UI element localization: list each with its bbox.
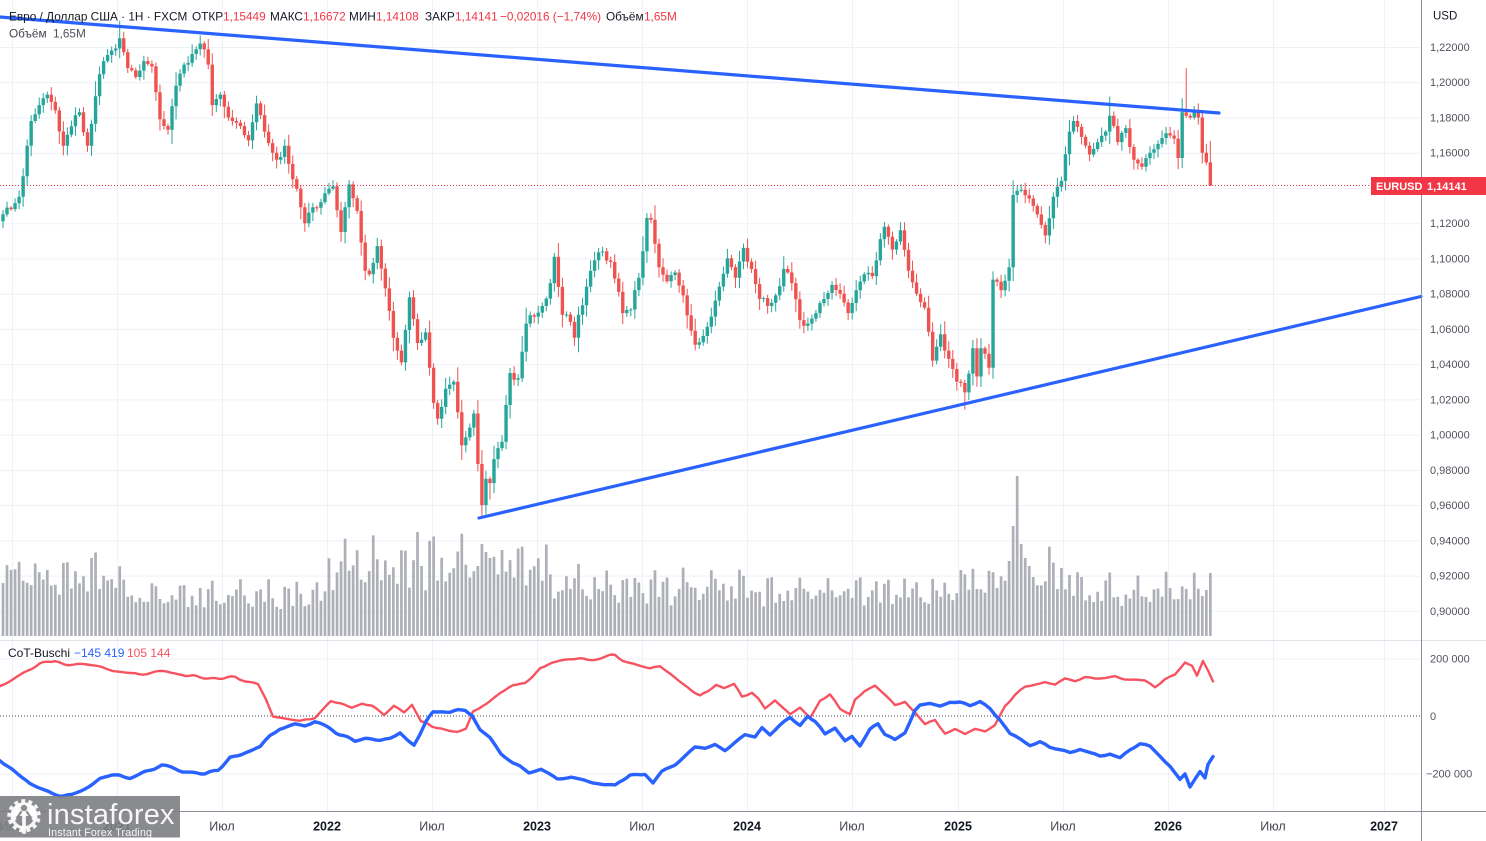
svg-text:1,14141: 1,14141 — [1427, 181, 1467, 193]
svg-text:2023: 2023 — [523, 820, 551, 834]
svg-text:1,22000: 1,22000 — [1430, 42, 1470, 54]
svg-text:USD: USD — [1433, 11, 1457, 23]
svg-text:1,00000: 1,00000 — [1430, 430, 1470, 442]
svg-text:0,98000: 0,98000 — [1430, 465, 1470, 477]
svg-text:CoT-Buschi: CoT-Buschi — [8, 646, 70, 660]
svg-text:1,02000: 1,02000 — [1430, 394, 1470, 406]
svg-text:EURUSD: EURUSD — [1376, 181, 1423, 193]
svg-text:200 000: 200 000 — [1430, 654, 1470, 666]
svg-text:1,65М: 1,65М — [644, 10, 677, 24]
svg-text:Instant Forex Trading: Instant Forex Trading — [48, 827, 152, 839]
svg-text:105 144: 105 144 — [127, 646, 171, 660]
svg-text:Июл: Июл — [209, 820, 234, 834]
svg-text:1,10000: 1,10000 — [1430, 253, 1470, 265]
svg-text:1,16000: 1,16000 — [1430, 148, 1470, 160]
svg-text:Июл: Июл — [1260, 820, 1285, 834]
svg-text:2027: 2027 — [1370, 820, 1398, 834]
svg-text:2026: 2026 — [1154, 820, 1182, 834]
svg-text:Июл: Июл — [629, 820, 654, 834]
svg-text:Июл: Июл — [1050, 820, 1075, 834]
svg-text:1,14108: 1,14108 — [376, 10, 419, 24]
svg-text:0,96000: 0,96000 — [1430, 500, 1470, 512]
svg-text:Июл: Июл — [419, 820, 444, 834]
svg-text:Объём: Объём — [9, 27, 47, 41]
svg-text:1,06000: 1,06000 — [1430, 324, 1470, 336]
svg-text:instaforex: instaforex — [47, 799, 175, 831]
svg-text:Евро / Доллар США · 1Н · FXCM: Евро / Доллар США · 1Н · FXCM — [9, 10, 187, 24]
svg-text:Объём: Объём — [606, 10, 644, 24]
svg-text:1,08000: 1,08000 — [1430, 289, 1470, 301]
svg-text:Июл: Июл — [839, 820, 864, 834]
svg-text:−200 000: −200 000 — [1426, 769, 1472, 781]
svg-text:1,20000: 1,20000 — [1430, 77, 1470, 89]
svg-text:0,94000: 0,94000 — [1430, 535, 1470, 547]
svg-text:2022: 2022 — [313, 820, 341, 834]
svg-text:МИН: МИН — [349, 10, 376, 24]
svg-text:1,12000: 1,12000 — [1430, 218, 1470, 230]
svg-text:ОТКР: ОТКР — [192, 10, 223, 24]
svg-text:1,14141: 1,14141 — [455, 10, 498, 24]
svg-text:1,04000: 1,04000 — [1430, 359, 1470, 371]
svg-text:0: 0 — [1430, 711, 1436, 723]
svg-text:2025: 2025 — [944, 820, 972, 834]
svg-text:−0,02016 (−1,74%): −0,02016 (−1,74%) — [500, 10, 601, 24]
svg-text:МАКС: МАКС — [270, 10, 303, 24]
svg-text:0,90000: 0,90000 — [1430, 606, 1470, 618]
svg-text:ЗАКР: ЗАКР — [425, 10, 455, 24]
svg-text:1,16672: 1,16672 — [303, 10, 346, 24]
svg-text:1,65М: 1,65М — [53, 27, 86, 41]
svg-text:−145 419: −145 419 — [74, 646, 125, 660]
svg-text:1,18000: 1,18000 — [1430, 113, 1470, 125]
svg-text:2024: 2024 — [733, 820, 761, 834]
svg-text:1,15449: 1,15449 — [223, 10, 266, 24]
svg-text:0,92000: 0,92000 — [1430, 571, 1470, 583]
